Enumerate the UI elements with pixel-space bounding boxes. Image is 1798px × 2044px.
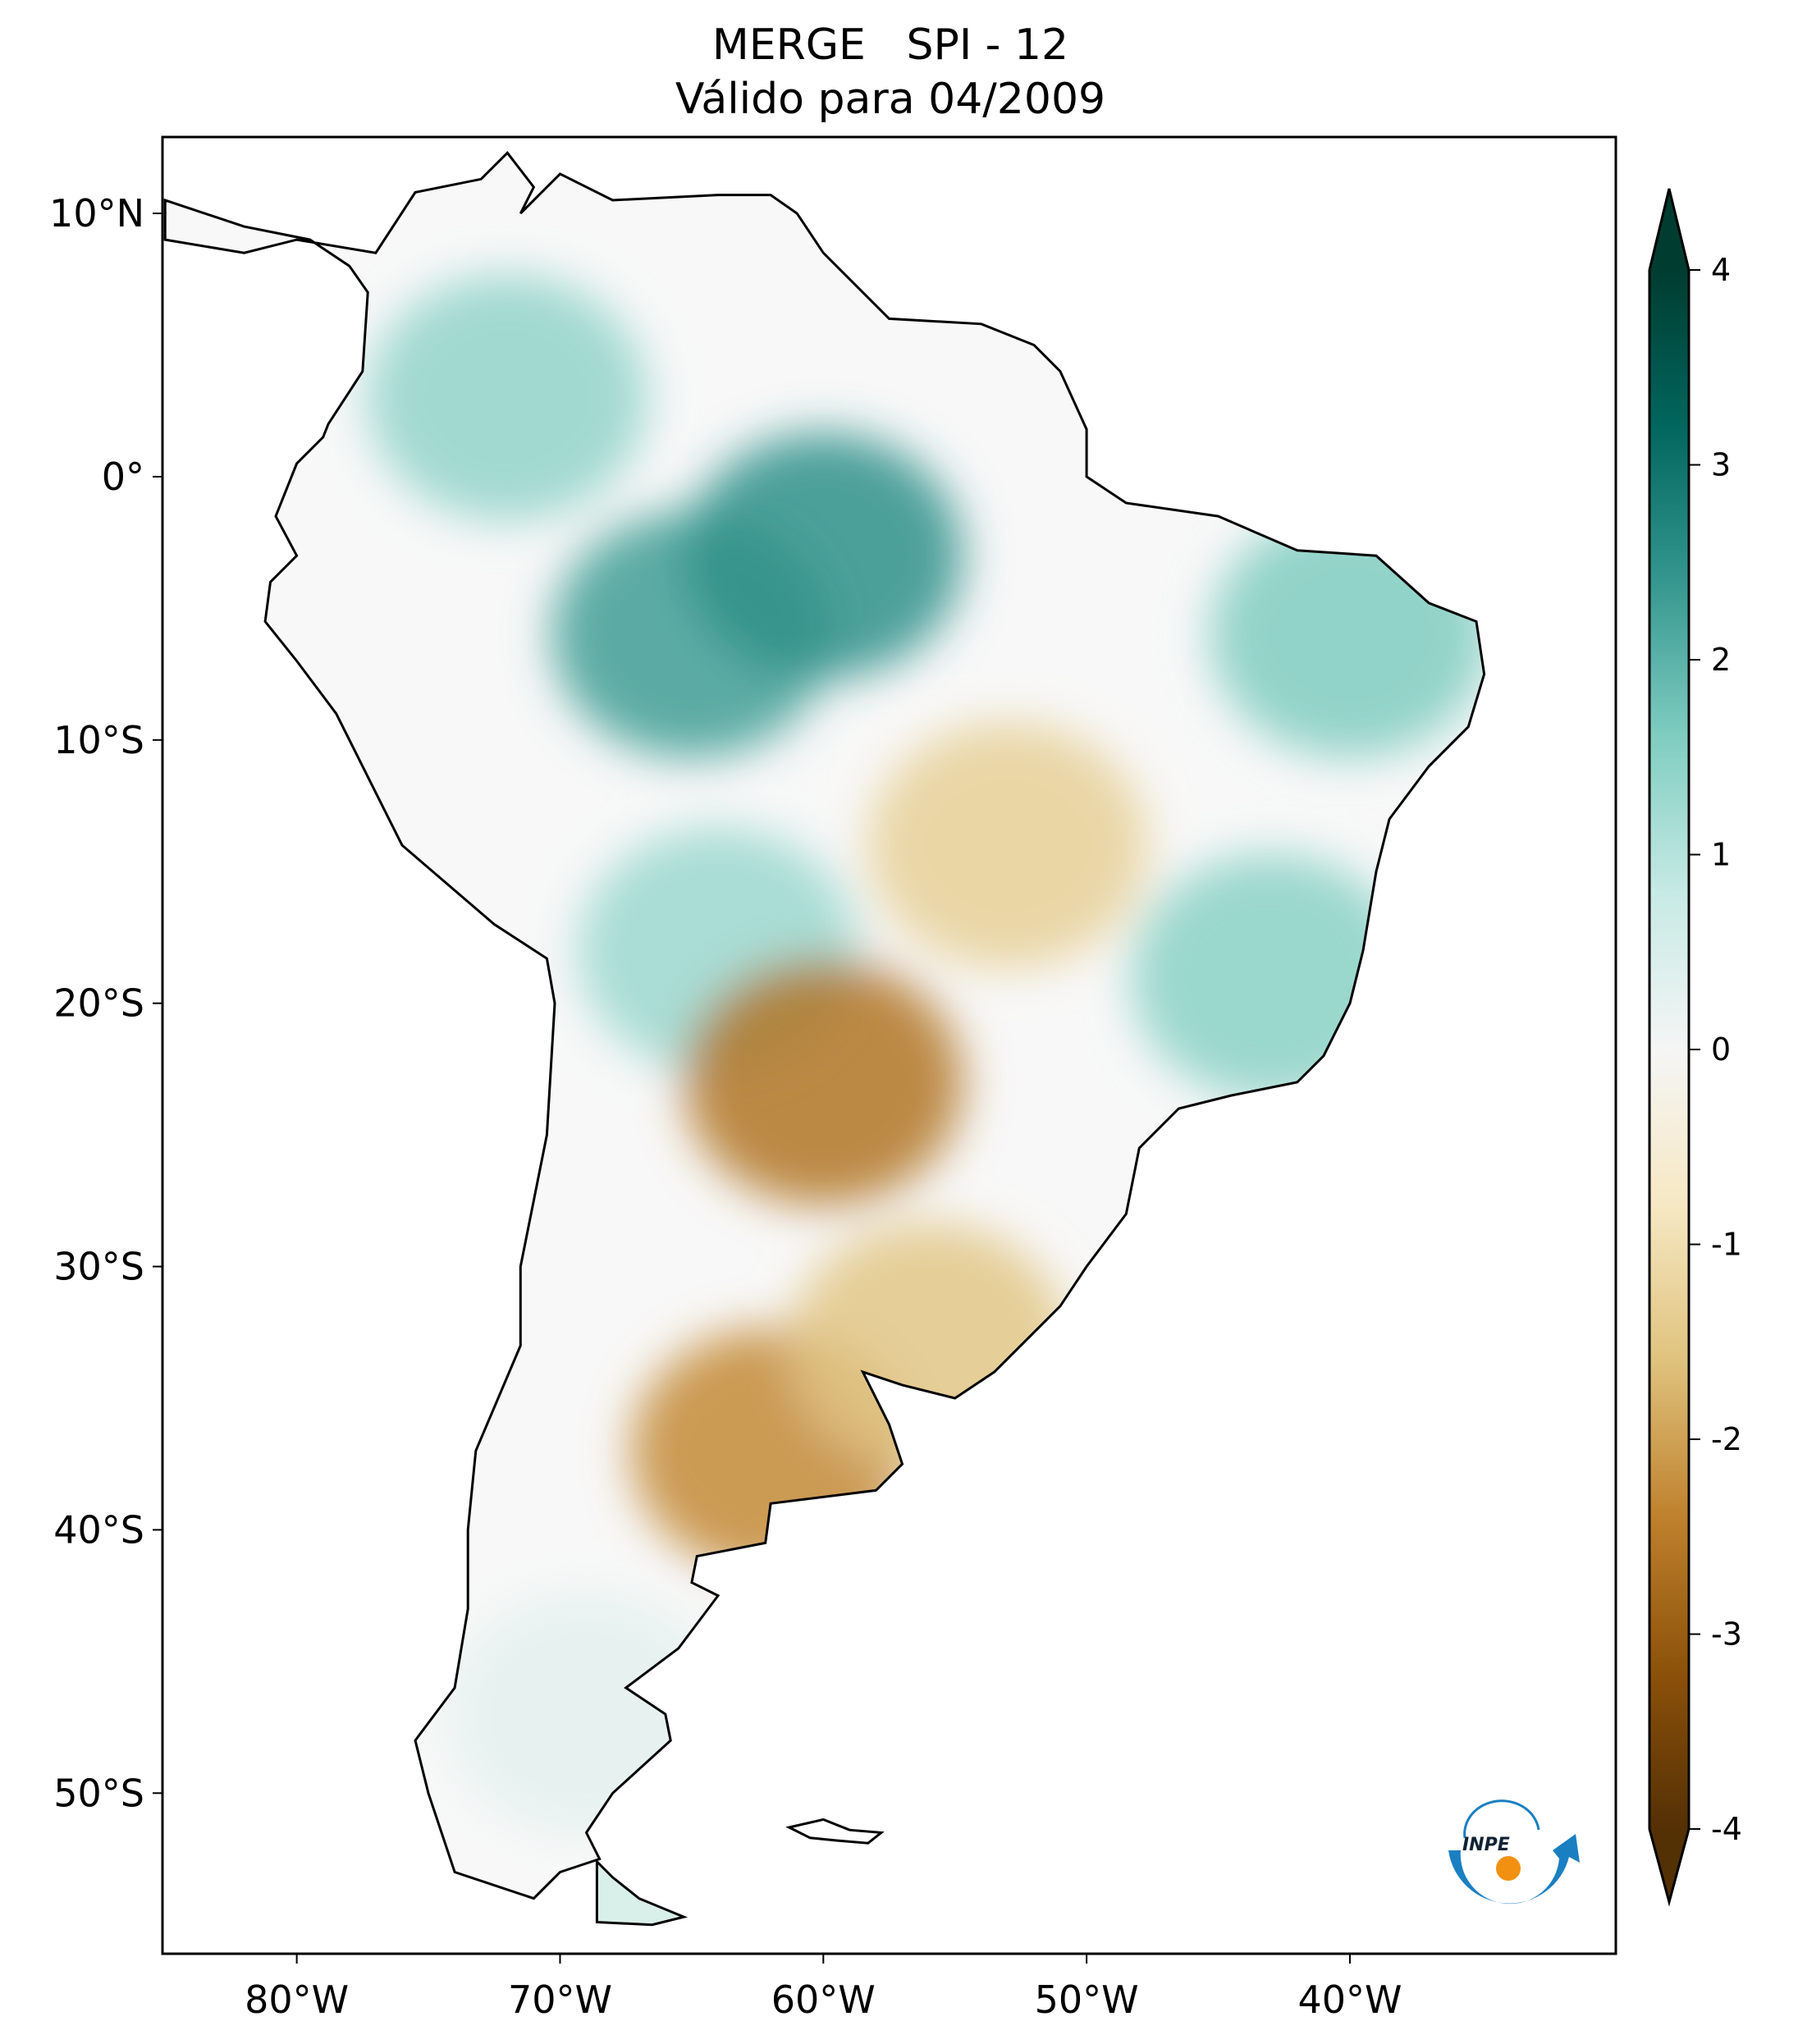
tierra-del-fuego [595, 1859, 689, 1927]
spi-region [684, 958, 963, 1205]
y-tick-label: 30°S [53, 1245, 144, 1289]
colorbar-tick-label: -3 [1711, 1616, 1742, 1653]
x-tick-label: 40°W [1297, 1978, 1402, 2022]
spi-region [368, 274, 647, 521]
colorbar-tick-label: -1 [1711, 1227, 1742, 1263]
spi-region [789, 1222, 1068, 1469]
logo-arc-icon [1448, 1834, 1580, 1905]
spi-region [1131, 853, 1411, 1100]
x-tick-label: 70°W [508, 1978, 612, 2022]
y-tick-label: 10°N [49, 191, 144, 235]
spi-region [867, 722, 1147, 969]
y-axis: 10°N 0° 10°S 20°S 30°S 40°S 50°S [49, 191, 162, 1815]
spi-field [368, 274, 1485, 1838]
y-tick-label: 10°S [53, 718, 144, 762]
colorbar-extend-max [1649, 189, 1689, 270]
y-tick-label: 40°S [53, 1507, 144, 1552]
colorbar-tick-label: 4 [1711, 252, 1731, 288]
colorbar-tick-label: 2 [1711, 642, 1731, 678]
inpe-logo: INPE [1448, 1799, 1580, 1905]
colorbar-tick-label: 1 [1711, 837, 1731, 873]
logo-sun-icon [1496, 1856, 1521, 1881]
y-tick-label: 0° [102, 455, 144, 499]
logo-text: INPE [1462, 1835, 1510, 1855]
spi-region [1210, 511, 1485, 758]
chart-subtitle: Válido para 04/2009 [675, 75, 1105, 124]
spi-region [446, 1591, 726, 1838]
colorbar-tick-label: -4 [1711, 1811, 1742, 1847]
colorbar-gradient [1649, 270, 1689, 1829]
x-tick-label: 50°W [1035, 1978, 1139, 2022]
spi-region [684, 432, 963, 679]
plot-frame [161, 135, 1617, 1955]
colorbar-tick-label: -2 [1711, 1421, 1742, 1457]
colorbar: 4 3 2 1 0 -1 -2 -3 -4 [1648, 188, 1742, 1907]
x-axis: 80°W 70°W 60°W 50°W 40°W [245, 1954, 1402, 2022]
y-tick-label: 50°S [53, 1771, 144, 1815]
map-area [163, 151, 1486, 1927]
chart-title: MERGE SPI - 12 [712, 21, 1068, 70]
x-tick-label: 60°W [771, 1978, 876, 2022]
colorbar-tick-label: 0 [1711, 1031, 1731, 1068]
coastline [163, 151, 1486, 1900]
x-tick-label: 80°W [245, 1978, 349, 2022]
y-tick-label: 20°S [53, 981, 144, 1026]
colorbar-extend-min [1649, 1829, 1689, 1902]
falkland-islands [785, 1818, 885, 1845]
colorbar-tick-label: 3 [1711, 447, 1731, 483]
